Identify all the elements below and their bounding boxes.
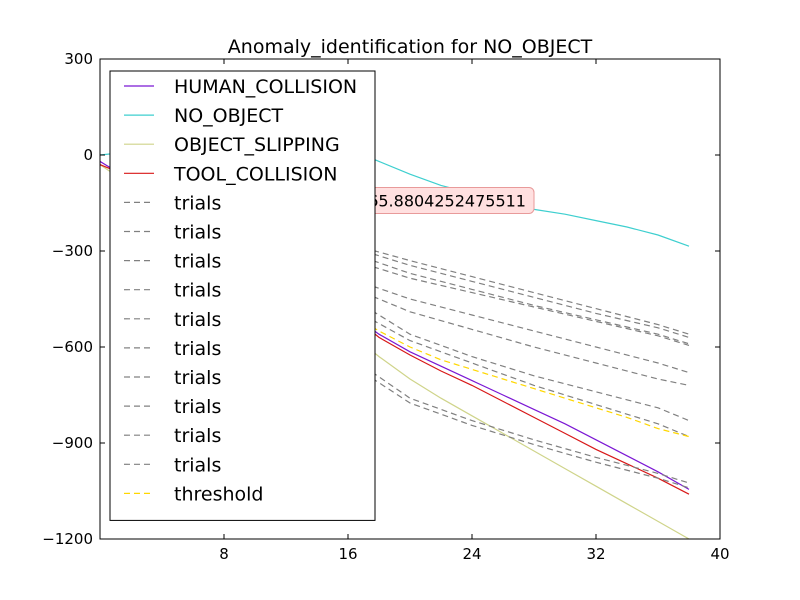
legend-label: trials: [174, 454, 221, 476]
plot-frame: [99, 58, 721, 540]
legend-label: trials: [174, 338, 221, 360]
y-tick-label: −600: [52, 338, 93, 356]
legend-label: trials: [174, 309, 221, 331]
series-line-0: [100, 160, 690, 490]
legend-label: TOOL_COLLISION: [173, 163, 337, 185]
series-line-10: [363, 304, 690, 422]
x-tick-label: 32: [586, 545, 605, 563]
series-line-7: [363, 263, 690, 346]
series-line-5: [363, 250, 690, 338]
annotation-text: 565.8804252475511: [358, 191, 526, 210]
legend-label: NO_OBJECT: [174, 105, 284, 127]
series-line-12: [363, 365, 690, 484]
legend-label: OBJECT_SLIPPING: [174, 134, 340, 156]
series-line-13: [363, 372, 690, 489]
annotation-layer: 565.8804252475511: [351, 186, 535, 214]
legend: HUMAN_COLLISION NO_OBJECT OBJECT_SLIPPING T…: [109, 70, 376, 521]
x-tick-label: 8: [219, 545, 229, 563]
legend-label: trials: [174, 192, 221, 214]
series-line-2: [100, 164, 690, 539]
chart-title: Anomaly_identification for NO_OBJECT: [228, 36, 593, 58]
legend-box: [109, 70, 376, 521]
legend-label: threshold: [174, 483, 263, 505]
legend-label: trials: [174, 222, 221, 244]
x-tick-label: 40: [710, 545, 729, 563]
series-line-6: [363, 256, 690, 345]
y-tick-label: 0: [83, 146, 93, 164]
legend-label: trials: [174, 396, 221, 418]
y-tick-label: −900: [52, 434, 93, 452]
x-tick-label: 16: [338, 545, 357, 563]
series-line-4: [363, 247, 690, 335]
legend-label: trials: [174, 251, 221, 273]
legend-label: HUMAN_COLLISION: [174, 76, 357, 98]
legend-label: trials: [174, 367, 221, 389]
ticks-layer: 8 16 24 32 40 300 0 −300 −600 −900 −1200: [42, 50, 729, 563]
x-tick-label: 24: [462, 545, 481, 563]
series-line-11: [363, 314, 690, 438]
series-line-9: [363, 292, 690, 386]
legend-label: trials: [174, 280, 221, 302]
legend-label: trials: [174, 425, 221, 447]
y-tick-label: −300: [52, 242, 93, 260]
series-line-8: [363, 282, 690, 374]
y-tick-label: −1200: [42, 530, 93, 548]
y-tick-label: 300: [64, 50, 93, 68]
